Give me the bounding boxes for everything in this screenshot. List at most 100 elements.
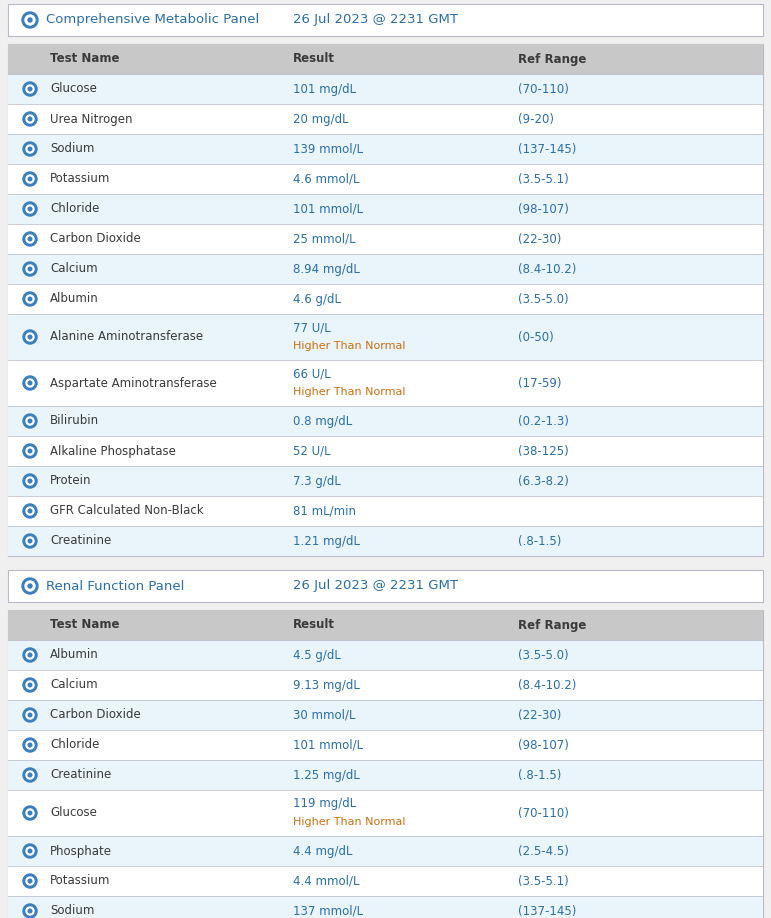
Bar [8, 836, 763, 866]
Text: (0-50): (0-50) [518, 330, 554, 343]
Text: (8.4-10.2): (8.4-10.2) [518, 263, 577, 275]
Circle shape [26, 417, 34, 425]
Text: 30 mmol/L: 30 mmol/L [293, 709, 355, 722]
Circle shape [26, 85, 34, 93]
Bar [8, 700, 763, 730]
Bar [8, 4, 763, 36]
Circle shape [23, 768, 37, 782]
Text: Higher Than Normal: Higher Than Normal [293, 341, 406, 352]
Bar [8, 194, 763, 224]
Bar [8, 866, 763, 896]
Text: Creatinine: Creatinine [50, 534, 111, 547]
Circle shape [23, 376, 37, 390]
Text: (17-59): (17-59) [518, 376, 561, 389]
Circle shape [23, 904, 37, 918]
Circle shape [26, 295, 34, 303]
Text: (6.3-8.2): (6.3-8.2) [518, 475, 569, 487]
Text: Aspartate Aminotransferase: Aspartate Aminotransferase [50, 376, 217, 389]
Circle shape [23, 172, 37, 186]
Bar [8, 360, 763, 406]
Text: (70-110): (70-110) [518, 807, 569, 820]
Circle shape [29, 539, 32, 543]
Circle shape [29, 713, 32, 717]
Circle shape [23, 82, 37, 96]
Text: (137-145): (137-145) [518, 904, 577, 917]
Circle shape [26, 711, 34, 719]
Circle shape [29, 683, 32, 687]
Bar [8, 436, 763, 466]
Circle shape [29, 207, 32, 211]
Text: 66 U/L: 66 U/L [293, 367, 331, 380]
Text: (38-125): (38-125) [518, 444, 569, 457]
Circle shape [26, 771, 34, 779]
Text: 4.5 g/dL: 4.5 g/dL [293, 648, 341, 662]
Text: Potassium: Potassium [50, 173, 110, 185]
Text: 81 mL/min: 81 mL/min [293, 505, 356, 518]
Circle shape [23, 874, 37, 888]
Text: Higher Than Normal: Higher Than Normal [293, 817, 406, 827]
Text: Albumin: Albumin [50, 648, 99, 662]
Circle shape [23, 262, 37, 276]
Text: (.8-1.5): (.8-1.5) [518, 768, 561, 781]
Circle shape [28, 584, 32, 588]
Text: Chloride: Chloride [50, 203, 99, 216]
Text: 8.94 mg/dL: 8.94 mg/dL [293, 263, 360, 275]
Text: 119 mg/dL: 119 mg/dL [293, 798, 356, 811]
Text: 4.6 mmol/L: 4.6 mmol/L [293, 173, 359, 185]
Text: 139 mmol/L: 139 mmol/L [293, 142, 363, 155]
Bar [8, 496, 763, 526]
Bar [8, 896, 763, 918]
Text: (70-110): (70-110) [518, 83, 569, 95]
Circle shape [23, 414, 37, 428]
Circle shape [29, 773, 32, 777]
Circle shape [23, 330, 37, 344]
Text: (22-30): (22-30) [518, 232, 561, 245]
Circle shape [26, 809, 34, 817]
Circle shape [23, 806, 37, 820]
Circle shape [29, 654, 32, 656]
Circle shape [26, 145, 34, 153]
Text: 1.21 mg/dL: 1.21 mg/dL [293, 534, 360, 547]
Circle shape [29, 420, 32, 423]
Text: Renal Function Panel: Renal Function Panel [46, 579, 184, 592]
Text: 9.13 mg/dL: 9.13 mg/dL [293, 678, 360, 691]
Text: Potassium: Potassium [50, 875, 110, 888]
Circle shape [29, 297, 32, 301]
Bar [8, 406, 763, 436]
Circle shape [23, 844, 37, 858]
Circle shape [29, 147, 32, 151]
Text: Ref Range: Ref Range [518, 52, 587, 65]
Circle shape [29, 177, 32, 181]
Circle shape [29, 87, 32, 91]
Circle shape [29, 509, 32, 513]
Circle shape [26, 741, 34, 749]
Text: (2.5-4.5): (2.5-4.5) [518, 845, 569, 857]
Text: 101 mmol/L: 101 mmol/L [293, 203, 363, 216]
Text: (3.5-5.1): (3.5-5.1) [518, 875, 569, 888]
Circle shape [26, 651, 34, 659]
Text: Carbon Dioxide: Carbon Dioxide [50, 709, 141, 722]
Bar [8, 610, 763, 640]
Circle shape [26, 333, 34, 341]
Bar [8, 254, 763, 284]
Text: Alanine Aminotransferase: Alanine Aminotransferase [50, 330, 203, 343]
Bar [8, 284, 763, 314]
Bar [8, 670, 763, 700]
Text: (.8-1.5): (.8-1.5) [518, 534, 561, 547]
Text: Comprehensive Metabolic Panel: Comprehensive Metabolic Panel [46, 14, 259, 27]
Circle shape [29, 879, 32, 883]
Text: Glucose: Glucose [50, 807, 97, 820]
Text: Test Name: Test Name [50, 619, 120, 632]
Text: (137-145): (137-145) [518, 142, 577, 155]
Bar [8, 104, 763, 134]
Text: 101 mmol/L: 101 mmol/L [293, 738, 363, 752]
Circle shape [22, 12, 38, 28]
Circle shape [23, 444, 37, 458]
Text: (22-30): (22-30) [518, 709, 561, 722]
Circle shape [29, 849, 32, 853]
Circle shape [26, 477, 34, 485]
Text: 26 Jul 2023 @ 2231 GMT: 26 Jul 2023 @ 2231 GMT [293, 579, 458, 592]
Circle shape [25, 581, 35, 591]
Text: (98-107): (98-107) [518, 203, 569, 216]
Circle shape [29, 267, 32, 271]
